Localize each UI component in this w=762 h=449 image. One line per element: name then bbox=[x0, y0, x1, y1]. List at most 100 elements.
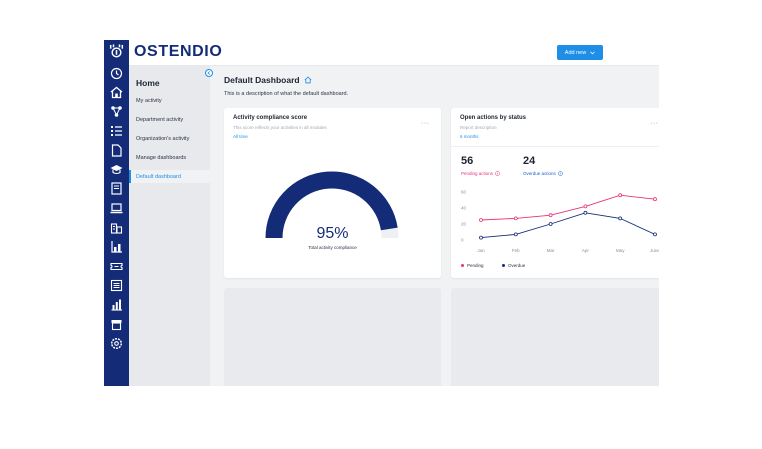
add-new-label: Add new bbox=[564, 49, 587, 56]
data-point-pending bbox=[548, 213, 553, 218]
subnav-item-department-activity[interactable]: Department activity bbox=[136, 116, 184, 123]
data-point-overdue bbox=[513, 232, 518, 237]
actions-card-more-button[interactable]: ··· bbox=[650, 120, 659, 127]
x-tick-label: Mar bbox=[547, 248, 555, 253]
main-content: Default Dashboard This is a description … bbox=[210, 66, 659, 386]
compliance-card-more-button[interactable]: ··· bbox=[421, 120, 430, 127]
data-point-overdue bbox=[653, 232, 657, 237]
subnav-item-default-dashboard[interactable]: Default dashboard bbox=[129, 170, 210, 183]
home-icon bbox=[110, 86, 123, 99]
subnav-title: Home bbox=[136, 78, 160, 88]
home-icon[interactable] bbox=[304, 76, 312, 84]
subnav-item-organizations-activity[interactable]: Organization's activity bbox=[136, 135, 190, 142]
data-point-pending bbox=[583, 204, 588, 209]
gauge-fill bbox=[265, 171, 398, 239]
data-point-overdue bbox=[583, 210, 588, 215]
top-header: OSTENDIO Add new bbox=[129, 40, 659, 66]
pending-info-icon[interactable] bbox=[495, 171, 500, 176]
subnav-item-my-activity[interactable]: My activity bbox=[136, 97, 162, 104]
compliance-percentage: 95% bbox=[316, 225, 349, 242]
compliance-gauge bbox=[265, 171, 399, 239]
settings-icon bbox=[110, 337, 123, 350]
icon-rail bbox=[104, 40, 129, 386]
data-point-pending bbox=[513, 216, 518, 221]
compliance-card-subtitle: This score reflects your activities in a… bbox=[233, 125, 327, 130]
legend-overdue-dot bbox=[502, 264, 505, 267]
rail-item-ticket[interactable] bbox=[110, 260, 123, 273]
chevron-left-icon bbox=[207, 71, 211, 75]
list-icon bbox=[110, 279, 123, 292]
open-actions-card: Open actions by status Report descriptio… bbox=[451, 108, 659, 278]
clock-icon bbox=[110, 67, 123, 80]
compliance-label: Total activity compliance bbox=[308, 245, 357, 250]
page-description: This is a description of what the defaul… bbox=[224, 91, 349, 97]
pending-actions-label-text: Pending actions bbox=[461, 171, 494, 176]
checklist-icon bbox=[111, 126, 122, 136]
x-tick-label: Feb bbox=[512, 248, 520, 253]
actions-card-title: Open actions by status bbox=[460, 115, 527, 121]
overdue-actions-label-text: Overdue actions bbox=[523, 171, 556, 176]
collapse-sidebar-button[interactable] bbox=[205, 69, 213, 77]
y-tick-label: 60 bbox=[461, 190, 467, 195]
series-line-overdue bbox=[480, 212, 656, 239]
ostendio-logo-icon bbox=[109, 44, 124, 58]
y-tick-label: 20 bbox=[461, 222, 467, 227]
data-point-pending bbox=[653, 197, 657, 202]
brand-name: OSTENDIO bbox=[134, 43, 223, 60]
rail-item-home[interactable] bbox=[104, 83, 129, 102]
app-window: OSTENDIO Add new Home My activity Depart… bbox=[104, 40, 659, 386]
legend-overdue[interactable]: Overdue bbox=[502, 263, 525, 268]
chart-building-icon bbox=[111, 241, 122, 253]
x-tick-label: Jan bbox=[477, 248, 485, 253]
rail-item-document[interactable] bbox=[110, 144, 123, 157]
compliance-time-filter[interactable]: All time bbox=[233, 134, 248, 139]
overdue-actions-label: Overdue actions bbox=[523, 171, 563, 176]
legend-overdue-label: Overdue bbox=[508, 263, 526, 268]
card-divider bbox=[451, 146, 659, 147]
store-icon bbox=[111, 320, 122, 331]
building-icon bbox=[110, 223, 123, 234]
pending-actions-label: Pending actions bbox=[461, 171, 500, 176]
rail-item-clock[interactable] bbox=[110, 67, 123, 80]
data-point-pending bbox=[479, 218, 483, 222]
y-tick-label: 40 bbox=[461, 206, 467, 211]
open-actions-line-chart: 0 20 40 60 Jan Feb Mar Apr May June bbox=[461, 190, 659, 254]
actions-card-subtitle: Report description bbox=[460, 125, 497, 130]
ticket-icon bbox=[110, 262, 123, 271]
data-point-pending bbox=[618, 193, 623, 198]
rail-item-list[interactable] bbox=[110, 279, 123, 292]
network-icon bbox=[111, 106, 122, 117]
rail-item-book[interactable] bbox=[110, 182, 123, 195]
x-tick-label: Apr bbox=[582, 248, 590, 253]
data-point-overdue bbox=[548, 222, 553, 226]
rail-item-chart-building[interactable] bbox=[110, 240, 123, 253]
page-title-text: Default Dashboard bbox=[224, 75, 300, 85]
chevron-down-icon bbox=[590, 50, 596, 54]
empty-widget-card bbox=[224, 288, 441, 386]
rail-item-bar-chart[interactable] bbox=[110, 298, 123, 311]
legend-pending-dot bbox=[461, 264, 464, 267]
laptop-icon bbox=[110, 203, 123, 214]
pending-actions-count: 56 bbox=[461, 155, 474, 167]
add-new-button[interactable]: Add new bbox=[557, 45, 603, 60]
overdue-info-icon[interactable] bbox=[557, 171, 563, 176]
rail-item-building[interactable] bbox=[110, 221, 123, 234]
bar-chart-icon bbox=[111, 299, 122, 311]
overdue-actions-count: 24 bbox=[523, 155, 536, 167]
rail-item-settings[interactable] bbox=[110, 337, 123, 350]
rail-item-store[interactable] bbox=[110, 318, 123, 331]
book-icon bbox=[111, 182, 122, 195]
y-tick-label: 0 bbox=[461, 238, 464, 243]
subnav-item-manage-dashboards[interactable]: Manage dashboards bbox=[136, 154, 187, 161]
home-subnav: Home My activity Department activity Org… bbox=[129, 66, 213, 386]
rail-item-laptop[interactable] bbox=[110, 202, 123, 215]
rail-item-checklist[interactable] bbox=[110, 124, 123, 137]
graduation-cap-icon bbox=[110, 165, 123, 175]
empty-widget-card bbox=[451, 288, 659, 386]
data-point-overdue bbox=[479, 235, 483, 240]
rail-item-graduation-cap[interactable] bbox=[110, 163, 123, 176]
legend-pending[interactable]: Pending bbox=[461, 263, 484, 268]
rail-item-network[interactable] bbox=[110, 105, 123, 118]
x-tick-label: May bbox=[616, 248, 625, 253]
actions-time-filter[interactable]: 6 months bbox=[460, 134, 479, 139]
